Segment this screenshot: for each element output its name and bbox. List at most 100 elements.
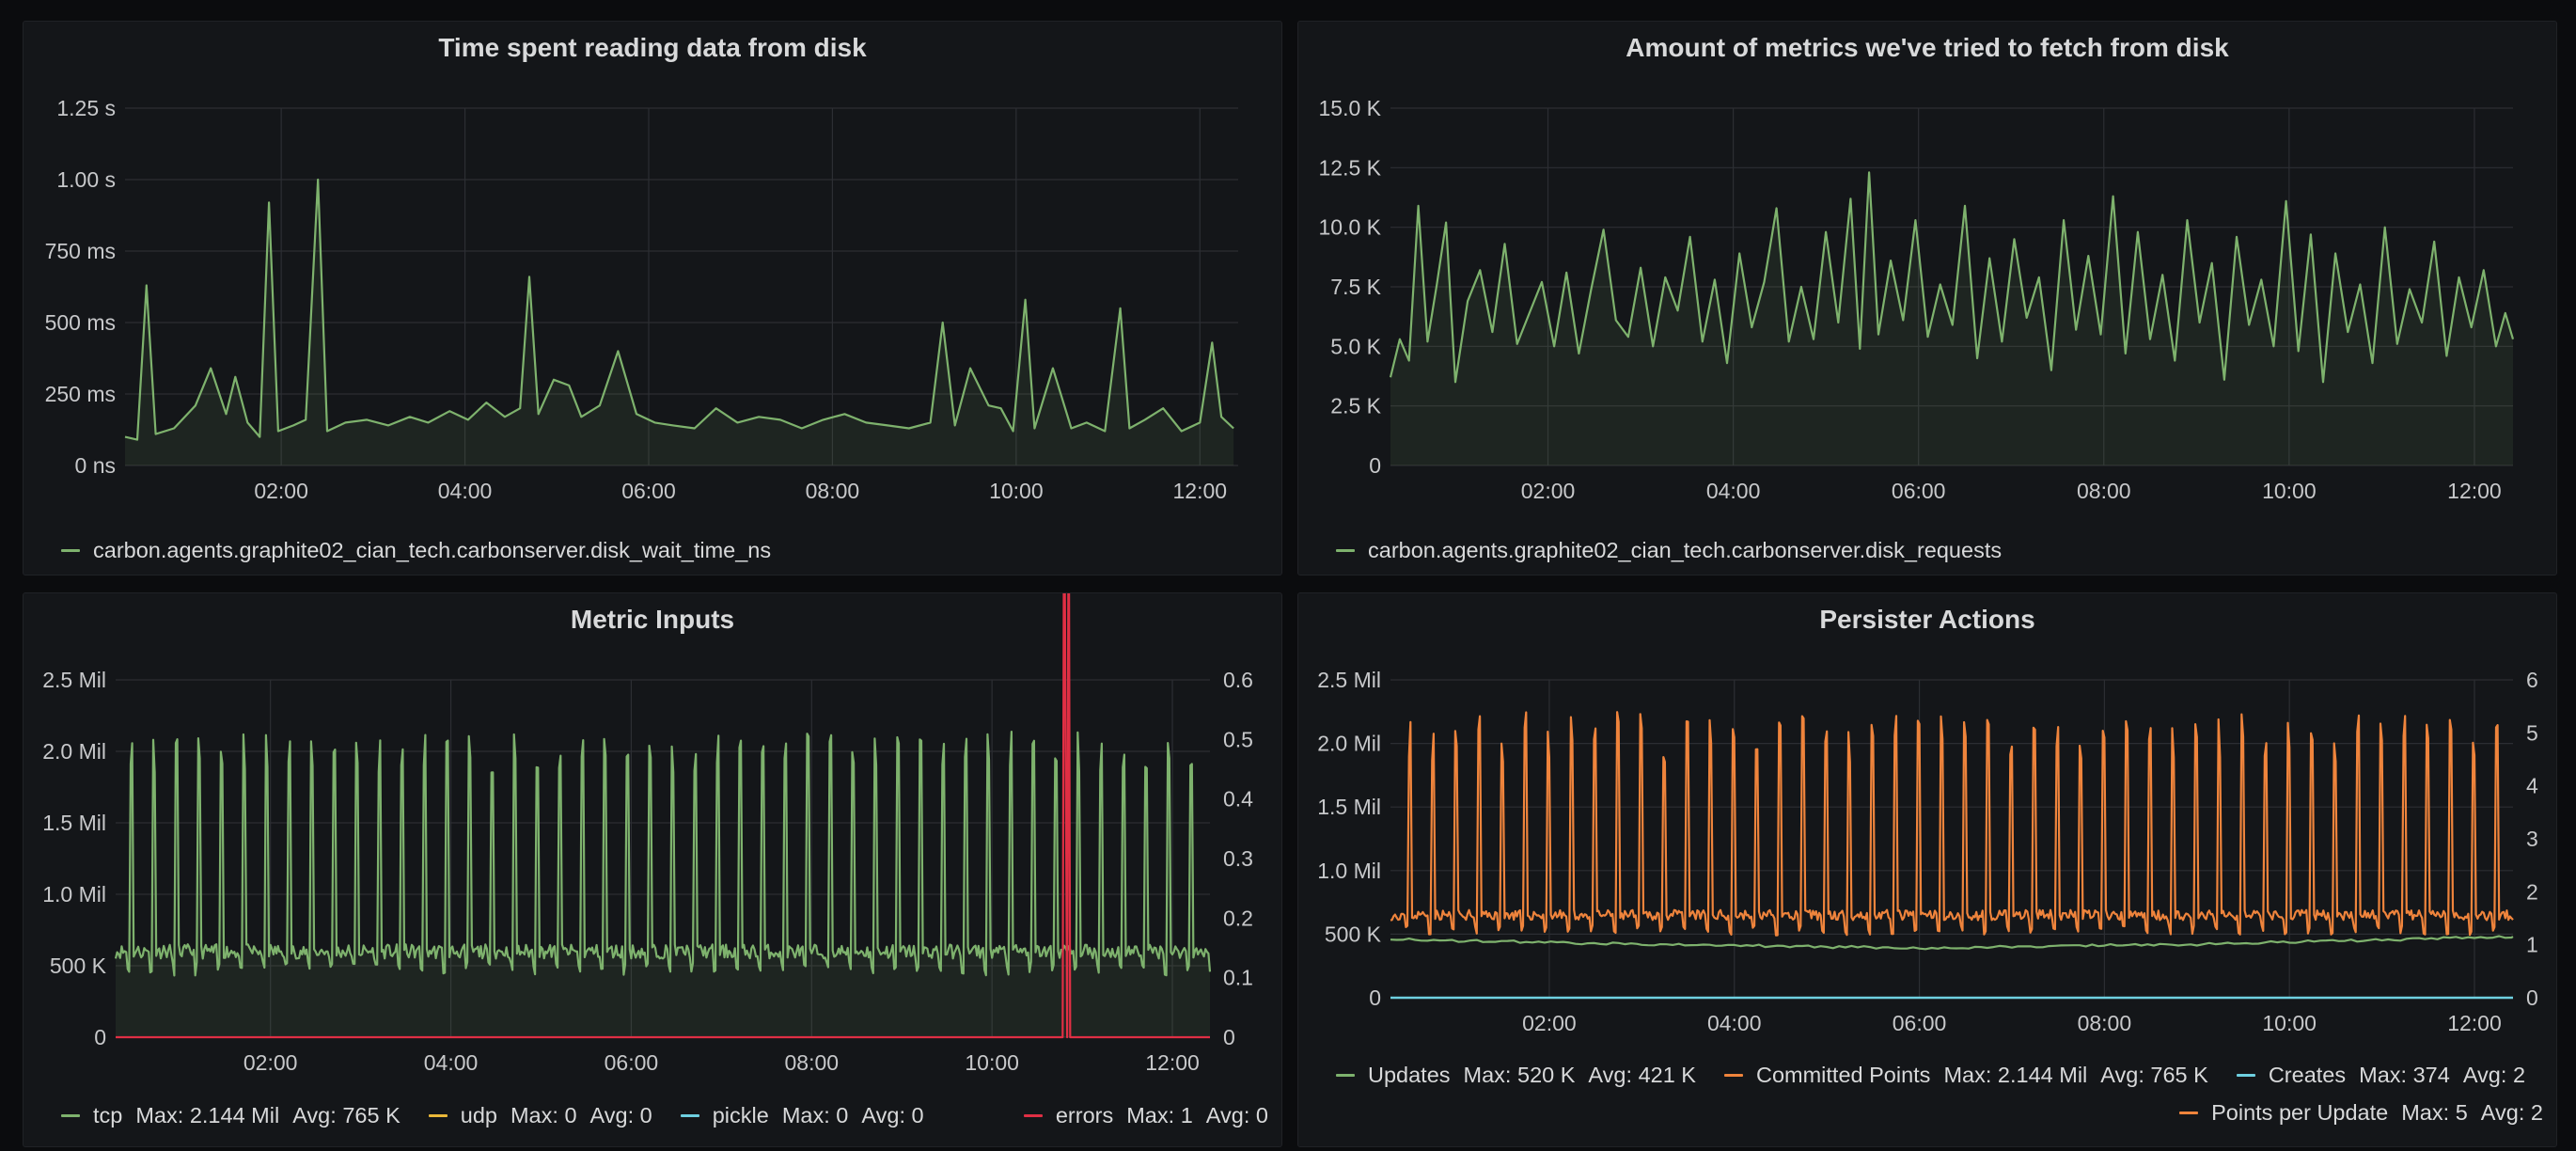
x-tick-label: 10:00 [2262,1011,2317,1035]
y-tick-label: 750 ms [45,239,116,263]
x-tick-label: 12:00 [2447,479,2502,503]
x-tick-label: 08:00 [2077,479,2131,503]
panel-title[interactable]: Metric Inputs [570,605,735,634]
y-right-tick-label: 0.5 [1223,727,1253,751]
legend-stat-max: Max: 0 [510,1102,577,1127]
y-tick-label: 5.0 K [1330,334,1381,358]
y-right-tick-label: 2 [2526,879,2538,904]
max-value: 2.144 Mil [189,1102,280,1127]
max-value: 0 [564,1102,577,1127]
legend-item-updates[interactable]: Updates Max: 520 K Avg: 421 K [1336,1063,1696,1088]
legend-series-name: Updates [1368,1062,1451,1087]
tcp-series-line [114,731,1212,977]
legend-stat-max: Max: 0 [781,1102,849,1127]
x-tick-label: 04:00 [424,1050,479,1075]
y-tick-label: 500 ms [45,310,116,335]
legend-series-name: Committed Points [1755,1062,1931,1087]
series-color-swatch [1723,1073,1743,1077]
y-tick-label: 500 K [50,954,107,978]
y-right-tick-label: 4 [2526,774,2538,798]
disk-wait-series-area [125,180,1234,465]
y-tick-label: 0 [94,1025,106,1049]
legend-series-name: Creates [2268,1062,2347,1087]
y-tick-label: 0 ns [75,453,116,478]
x-tick-label: 12:00 [1173,479,1228,503]
y-right-tick-label: 0.6 [1223,668,1253,692]
legend-stat-max: Max: 2.144 Mil [135,1102,280,1127]
max-value: 5 [2455,1099,2468,1125]
legend-item-committed-points[interactable]: Committed Points Max: 2.144 Mil Avg: 765… [1723,1062,2208,1088]
max-value: 520 K [1517,1062,1576,1087]
legend-item-errors[interactable]: errors Max: 1 Avg: 0 [1023,1102,1268,1128]
legend-item[interactable]: carbon.agents.graphite02_cian_tech.carbo… [61,538,771,563]
legend-item-pickle[interactable]: pickle Max: 0 Avg: 0 [680,1102,924,1128]
disk-wait-series-line [124,178,1234,441]
x-tick-label: 06:00 [1893,1011,1947,1035]
y-tick-label: 15.0 K [1319,96,1382,120]
series-color-swatch [680,1113,699,1117]
legend-stat-avg: Avg: 0 [1205,1102,1268,1127]
y-right-tick-label: 0.4 [1223,787,1253,812]
tcp-series-area [116,732,1210,1037]
max-value: 2.144 Mil [1997,1062,2088,1087]
y-tick-label: 12.5 K [1319,155,1382,180]
avg-value: 0 [1255,1102,1268,1127]
x-tick-label: 02:00 [1522,1011,1577,1035]
legend-series-name: udp [460,1102,497,1127]
legend-item[interactable]: carbon.agents.graphite02_cian_tech.carbo… [1336,538,2002,563]
legend-stat-avg: Avg: 765 K [292,1102,401,1127]
legend-series-name: tcp [93,1102,123,1127]
x-tick-label: 02:00 [254,479,308,503]
legend-stat-max: Max: 2.144 Mil [1943,1062,2088,1087]
y-tick-label: 1.5 Mil [42,811,106,835]
panel-persister-actions: Persister Actions 0 500 K 1.0 Mil 1.5 Mil 2.… [1297,592,2557,1147]
y-tick-label: 1.0 Mil [1317,859,1381,883]
series-color-swatch [1336,1073,1355,1077]
legend-item-tcp[interactable]: tcp Max: 2.144 Mil Avg: 765 K [61,1103,401,1128]
legend-series-name: carbon.agents.graphite02_cian_tech.carbo… [93,537,772,562]
y-tick-label: 2.5 Mil [42,668,106,692]
y-right-tick-label: 0.3 [1223,846,1253,871]
max-value: 0 [836,1102,849,1127]
legend-stat-avg: Avg: 421 K [1588,1062,1696,1087]
x-tick-label: 10:00 [2262,479,2317,503]
legend-stat-avg: Avg: 0 [861,1102,924,1127]
legend: Updates Max: 520 K Avg: 421 K Committed … [1336,1056,2543,1131]
legend-series-name: errors [1055,1102,1114,1127]
series-color-swatch [1023,1113,1043,1117]
series-color-swatch [1336,548,1355,552]
avg-value: 421 K [1638,1062,1696,1087]
x-tick-label: 02:00 [243,1050,298,1075]
max-value: 374 [2412,1062,2450,1087]
x-tick-label: 06:00 [621,479,676,503]
x-tick-label: 12:00 [1145,1050,1200,1075]
series-color-swatch [2236,1073,2255,1077]
series-color-swatch [61,548,80,552]
x-tick-label: 04:00 [1706,479,1761,503]
legend-stat-max: Max: 1 [1126,1102,1193,1127]
legend-item-creates[interactable]: Creates Max: 374 Avg: 2 [2236,1062,2525,1088]
series-color-swatch [61,1113,80,1117]
y-right-tick-label: 0.2 [1223,906,1253,930]
y-right-tick-label: 6 [2526,668,2538,692]
panel-title[interactable]: Time spent reading data from disk [438,33,867,62]
committed-points-series-line [1390,711,2514,937]
y-right-tick-label: 3 [2526,827,2538,851]
disk-requests-series-area [1390,172,2513,465]
y-tick-label: 1.00 s [56,167,116,192]
legend: carbon.agents.graphite02_cian_tech.carbo… [1336,531,2543,569]
panel-title[interactable]: Persister Actions [1819,605,2035,634]
panel-title[interactable]: Amount of metrics we've tried to fetch f… [1626,33,2229,62]
max-value: 1 [1180,1102,1193,1127]
y-tick-label: 0 [1369,985,1381,1010]
legend: carbon.agents.graphite02_cian_tech.carbo… [61,531,1268,569]
legend-stat-max: Max: 5 [2401,1099,2468,1125]
legend-item-points-per-update[interactable]: Points per Update Max: 5 Avg: 2 [2179,1100,2543,1126]
legend-item-udp[interactable]: udp Max: 0 Avg: 0 [428,1102,652,1128]
errors-series-line [116,593,1210,1039]
y-right-tick-label: 5 [2526,720,2538,745]
x-tick-label: 02:00 [1521,479,1576,503]
legend-series-name: carbon.agents.graphite02_cian_tech.carbo… [1368,537,2003,562]
x-tick-label: 10:00 [965,1050,1019,1075]
disk-requests-chart: 0 2.5 K 5.0 K 7.5 K 10.0 K 12.5 K 15.0 K 02:00 0… [1319,96,2515,503]
